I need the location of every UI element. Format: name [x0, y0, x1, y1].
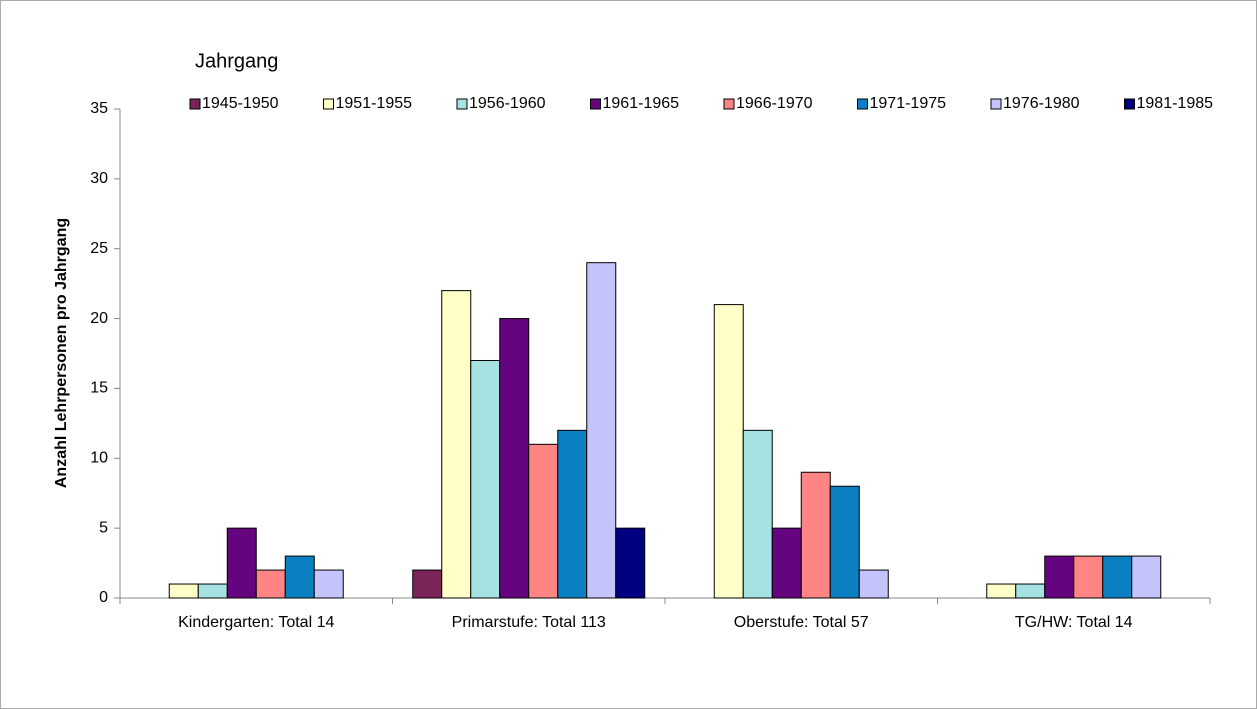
x-tick-label: Oberstufe: Total 57 [734, 614, 869, 631]
bar [255, 569, 286, 599]
bar [197, 583, 228, 599]
legend-swatch [590, 98, 601, 110]
legend-swatch [456, 98, 468, 110]
y-tick-label: 20 [90, 310, 108, 327]
bar [829, 485, 860, 599]
bar [986, 583, 1017, 599]
legend-label: 1981-1985 [1137, 95, 1214, 112]
bar [858, 569, 889, 599]
bar [742, 429, 773, 599]
bar [1131, 555, 1162, 599]
legend-swatch [857, 98, 868, 110]
legend-label: 1956-1960 [469, 95, 546, 112]
bar [528, 443, 559, 599]
y-tick-label: 35 [90, 100, 108, 117]
bar [557, 429, 588, 599]
y-axis-title: Anzahl Lehrpersonen pro Jahrgang [53, 218, 70, 488]
bar [499, 318, 530, 599]
legend-label: 1966-1970 [736, 95, 813, 112]
x-tick-label: Kindergarten: Total 14 [178, 614, 334, 631]
legend-title: Jahrgang [195, 50, 278, 72]
y-tick-label: 30 [90, 170, 108, 187]
y-tick-label: 0 [99, 589, 108, 606]
bar [615, 527, 646, 599]
bar [1044, 555, 1075, 599]
bar [586, 262, 617, 599]
y-tick-label: 15 [90, 380, 108, 397]
legend-swatch [1124, 98, 1135, 110]
bar [713, 304, 744, 599]
legend-swatch [323, 98, 334, 110]
legend-swatch [189, 98, 201, 110]
x-tick-label: TG/HW: Total 14 [1015, 614, 1133, 631]
bar [800, 471, 831, 599]
bar [412, 569, 443, 599]
x-tick-label: Primarstufe: Total 113 [452, 614, 606, 631]
bar [313, 569, 344, 599]
bar [168, 583, 199, 599]
y-tick-label: 25 [90, 240, 108, 257]
legend-label: 1945-1950 [202, 95, 279, 112]
bar [1102, 555, 1133, 599]
y-tick-label: 5 [99, 519, 108, 536]
bar [441, 290, 472, 599]
y-tick-label: 10 [90, 450, 108, 467]
legend-label: 1976-1980 [1003, 95, 1080, 112]
legend-label: 1961-1965 [603, 95, 680, 112]
bar [284, 555, 315, 599]
legend-label: 1951-1955 [336, 95, 413, 112]
bar [470, 359, 501, 599]
legend-swatch [990, 98, 1002, 110]
bar [226, 527, 257, 599]
legend-label: 1971-1975 [870, 95, 947, 112]
bar [771, 527, 802, 599]
bar [1073, 555, 1104, 599]
legend-swatch [723, 98, 735, 110]
bar [1015, 583, 1046, 599]
